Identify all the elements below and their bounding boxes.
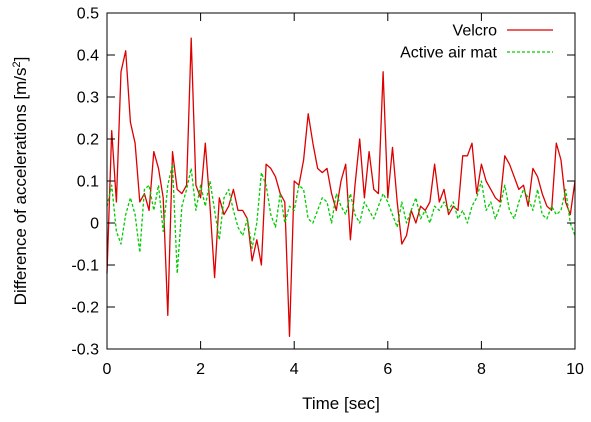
y-tick-label: 0.4 <box>77 48 99 65</box>
x-tick-label: 10 <box>566 361 584 378</box>
legend-label-velcro: Velcro <box>453 23 498 40</box>
series-line-velcro <box>106 37 576 338</box>
series-layer <box>106 37 576 338</box>
x-tick-label: 2 <box>196 361 205 378</box>
x-tick-label: 4 <box>290 361 299 378</box>
y-tick-label: 0.3 <box>77 90 99 107</box>
y-axis-title-superscript: 2 <box>11 61 23 67</box>
legend: Velcro Active air mat <box>400 23 553 62</box>
series-line-active-air-mat <box>106 163 576 275</box>
y-tick-label: 0.2 <box>77 132 99 149</box>
y-tick-label: -0.2 <box>71 300 99 317</box>
legend-label-active-air-mat: Active air mat <box>400 45 497 62</box>
y-tick-label: 0.1 <box>77 174 99 191</box>
x-tick-label: 6 <box>383 361 392 378</box>
y-axis-title-close: ] <box>11 57 30 62</box>
y-axis-title-main: Difference of accelerations [m/s <box>11 68 30 306</box>
y-tick-label: -0.3 <box>71 342 99 359</box>
y-tick-label: 0.5 <box>77 6 99 23</box>
y-tick-label: 0 <box>90 216 99 233</box>
x-tick-label: 0 <box>103 361 112 378</box>
y-axis-title: Difference of accelerations [m/s2] <box>11 57 30 306</box>
y-tick-label: -0.1 <box>71 258 99 275</box>
x-tick-label: 8 <box>477 361 486 378</box>
ticks-layer: 0 2 4 6 8 10 -0.3 -0.2 -0.1 0 0.1 0.2 0.3 0.4 0.5 <box>71 6 584 379</box>
x-axis-title: Time [sec] <box>302 394 380 413</box>
